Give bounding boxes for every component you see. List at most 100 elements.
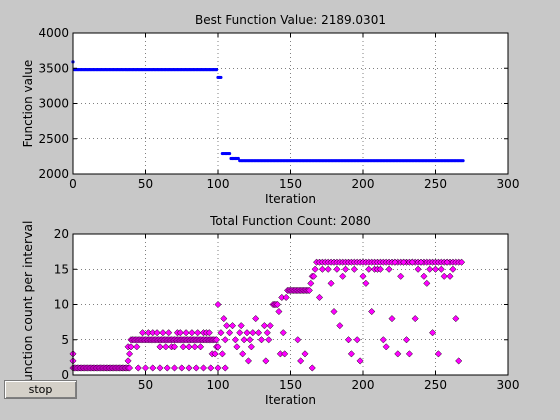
- x-tick-label: 100: [207, 378, 230, 392]
- function-count-point: [446, 272, 454, 280]
- function-count-point: [368, 307, 376, 316]
- x-tick-label: 250: [424, 378, 447, 392]
- best-value-point: [228, 151, 232, 156]
- function-count-point: [452, 315, 460, 323]
- function-count-point: [257, 336, 266, 344]
- function-count-point: [153, 329, 161, 337]
- function-count-point: [252, 315, 260, 323]
- best-value-point: [219, 75, 223, 80]
- x-tick-label: 0: [69, 177, 77, 191]
- function-count-point: [263, 329, 271, 337]
- function-count-point: [414, 265, 422, 273]
- y-tick-label: 15: [54, 262, 69, 276]
- function-count-point: [333, 265, 341, 273]
- function-count-point: [159, 329, 167, 337]
- function-count-point: [260, 322, 268, 330]
- function-count-point: [199, 364, 208, 372]
- y-tick-label: 10: [54, 298, 69, 312]
- function-count-point: [191, 343, 199, 351]
- plot-area: [73, 234, 508, 375]
- function-count-point: [455, 357, 463, 365]
- function-count-point: [350, 265, 358, 273]
- function-count-point: [179, 343, 187, 351]
- function-count-point: [211, 350, 219, 358]
- function-count-point: [197, 343, 205, 351]
- function-count-point: [194, 329, 202, 337]
- function-count-point: [330, 307, 338, 316]
- function-count-point: [228, 322, 237, 330]
- function-count-point: [365, 265, 373, 273]
- axes-2: 05010015020025030005101520Total Function…: [21, 214, 519, 407]
- function-count-point: [170, 343, 179, 351]
- function-count-point: [165, 329, 173, 337]
- function-count-point: [281, 350, 289, 358]
- function-count-point: [231, 336, 239, 344]
- function-count-point: [301, 350, 309, 358]
- function-count-point: [324, 265, 332, 273]
- function-count-point: [402, 336, 411, 344]
- function-count-point: [342, 265, 350, 273]
- function-count-point: [266, 322, 274, 330]
- function-count-point: [305, 286, 313, 294]
- function-count-point: [458, 258, 466, 266]
- function-count-point: [247, 343, 255, 351]
- function-count-point: [359, 272, 367, 280]
- function-count-point: [411, 315, 419, 323]
- function-count-point: [178, 364, 186, 372]
- y-tick-label: 2500: [38, 132, 69, 146]
- function-count-point: [207, 364, 215, 372]
- function-count-point: [125, 350, 134, 358]
- function-count-point: [236, 329, 244, 337]
- x-tick-label: 50: [138, 177, 153, 191]
- function-count-point: [347, 350, 355, 358]
- function-count-point: [156, 364, 164, 372]
- function-count-point: [163, 364, 171, 372]
- function-count-point: [214, 300, 222, 309]
- function-count-point: [205, 329, 213, 337]
- stop-button[interactable]: stop: [4, 380, 77, 399]
- function-count-point: [182, 329, 190, 337]
- function-count-point: [405, 350, 413, 358]
- x-tick-label: 50: [138, 378, 153, 392]
- function-count-point: [188, 329, 196, 337]
- function-count-point: [344, 336, 353, 344]
- function-count-point: [417, 258, 425, 266]
- function-count-point: [139, 329, 147, 337]
- function-count-point: [185, 364, 193, 372]
- function-count-point: [311, 265, 319, 273]
- y-axis-label: Function count per interval: [21, 221, 35, 389]
- best-value-point: [461, 159, 465, 163]
- function-count-point: [336, 322, 344, 330]
- function-count-point: [156, 343, 164, 351]
- function-count-point: [237, 322, 245, 330]
- function-count-point: [220, 315, 228, 323]
- x-axis-label: Iteration: [265, 192, 316, 206]
- function-count-point: [192, 364, 200, 372]
- x-tick-label: 150: [279, 177, 302, 191]
- function-count-point: [310, 272, 318, 280]
- function-count-point: [244, 357, 253, 365]
- function-count-point: [382, 343, 390, 351]
- function-count-point: [376, 265, 384, 273]
- function-count-point: [185, 343, 193, 351]
- function-count-point: [294, 336, 302, 344]
- function-count-point: [127, 343, 135, 351]
- y-tick-label: 5: [61, 333, 69, 347]
- function-count-point: [327, 279, 335, 287]
- function-count-point: [297, 357, 305, 365]
- function-count-point: [394, 350, 402, 358]
- function-count-point: [356, 357, 364, 365]
- function-count-point: [124, 357, 132, 365]
- chart-title: Total Function Count: 2080: [209, 214, 371, 228]
- function-count-point: [449, 265, 457, 273]
- function-count-point: [308, 364, 316, 372]
- function-count-point: [431, 265, 440, 273]
- axes-1: 0 50 100 150 200 250 300 2000 2500 3000 3500 4000 Be…: [21, 13, 519, 206]
- y-tick-label: 3000: [38, 97, 69, 111]
- x-tick-label: 150: [279, 378, 302, 392]
- function-count-point: [423, 279, 431, 287]
- function-count-point: [221, 336, 229, 344]
- best-value-point: [214, 68, 219, 72]
- x-tick-label: 200: [352, 378, 375, 392]
- function-count-point: [397, 272, 405, 280]
